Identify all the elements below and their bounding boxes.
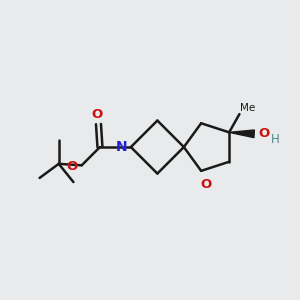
Text: Me: Me	[240, 103, 255, 112]
Text: H: H	[271, 133, 280, 146]
Text: O: O	[200, 178, 211, 191]
Text: O: O	[92, 108, 103, 121]
Text: O: O	[66, 160, 78, 173]
Text: N: N	[116, 140, 127, 154]
Text: O: O	[258, 127, 269, 140]
Polygon shape	[229, 130, 254, 138]
